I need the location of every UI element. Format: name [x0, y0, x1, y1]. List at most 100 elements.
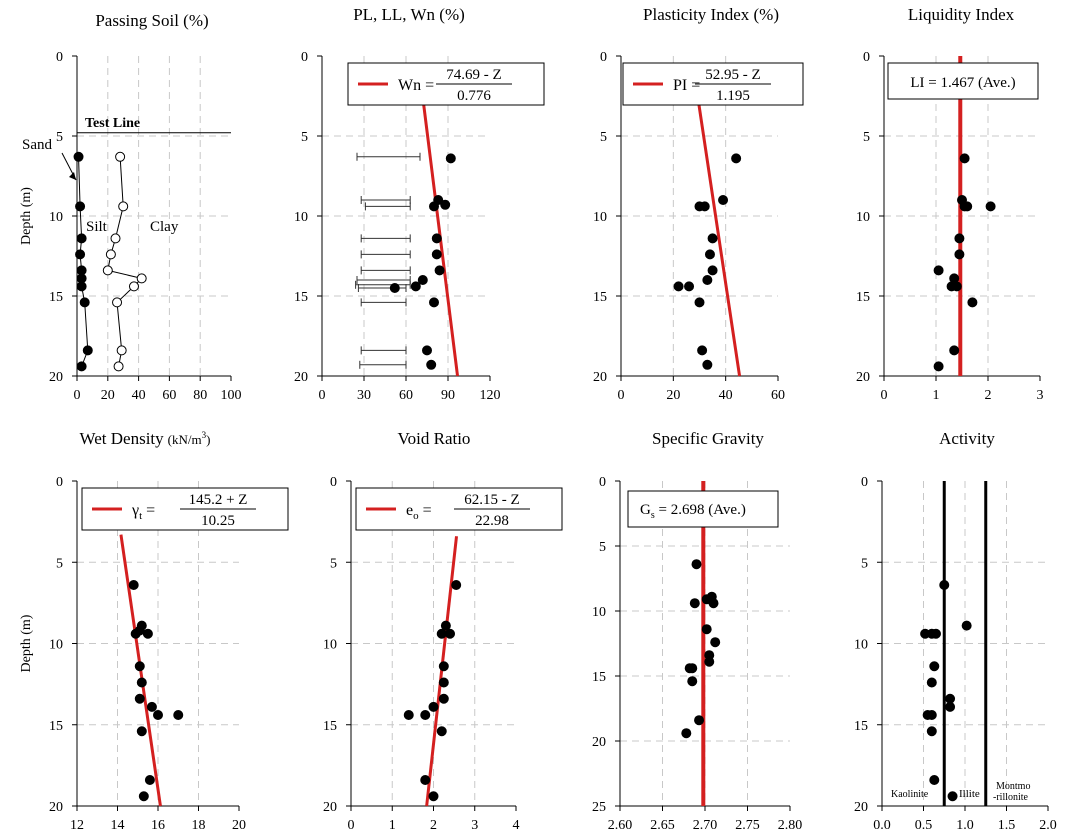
- x-tick-label: 0: [348, 818, 355, 833]
- equation-denominator: 22.98: [475, 513, 509, 529]
- y-axis-label: Depth (m): [19, 614, 34, 672]
- chart-specific_gravity: Specific Gravity 0 5 10 15 20 252.60 2.65 2.70 2.…: [592, 429, 802, 833]
- data-point: [116, 345, 127, 356]
- x-tick-label: 60: [162, 388, 176, 403]
- data-point: [440, 620, 451, 631]
- data-point: [687, 663, 698, 674]
- equation-legend: Wn = 74.69 - Z 0.776: [347, 62, 545, 106]
- y-tick-label: 5: [56, 556, 63, 571]
- chart-title-text: Activity: [939, 429, 995, 448]
- y-tick-label: 15: [856, 290, 870, 305]
- equation-lhs-text: e: [406, 502, 413, 519]
- data-point: [440, 199, 451, 210]
- x-tick-label: 2.75: [735, 818, 760, 833]
- y-tick-label: 0: [863, 50, 870, 65]
- y-tick-label: 20: [593, 370, 607, 385]
- chart-title: Activity: [939, 429, 995, 448]
- x-tick-label: 40: [132, 388, 146, 403]
- x-tick-label: 2: [430, 818, 437, 833]
- x-tick-label: 80: [193, 388, 207, 403]
- x-tick-label: 0.0: [873, 818, 891, 833]
- equation-eq: =: [423, 502, 432, 519]
- chart-title-text: Plasticity Index (%): [643, 5, 779, 24]
- chart-title: Void Ratio: [398, 429, 471, 448]
- y-tick-label: 5: [301, 130, 308, 145]
- x-tick-label: 30: [357, 388, 371, 403]
- equation-legend: PI = 52.95 - Z 1.195: [622, 62, 804, 106]
- data-point: [75, 201, 86, 212]
- data-point: [438, 693, 449, 704]
- equation-denominator: 10.25: [201, 513, 235, 529]
- data-point: [105, 249, 116, 260]
- equation-text: LI = 1.467 (Ave.): [910, 75, 1015, 91]
- chart-passing_soil: Passing Soil (%) 0 5 10 15 20 0 20 40 60 80 100 Dept…: [19, 11, 242, 403]
- x-tick-label: 3: [471, 818, 478, 833]
- data-point: [403, 710, 414, 720]
- test-line-label: Test Line: [85, 116, 140, 131]
- equation-eq: =: [146, 502, 155, 519]
- data-point: [947, 791, 958, 802]
- data-point: [73, 151, 84, 162]
- equation-text-post: = 2.698 (Ave.): [655, 502, 746, 518]
- data-point: [933, 265, 944, 276]
- data-point: [697, 345, 708, 356]
- data-point: [707, 265, 718, 276]
- data-point: [926, 710, 937, 720]
- data-point: [930, 628, 941, 639]
- equation-lhs-text: γ: [131, 502, 139, 519]
- equation-text-sub: s: [651, 510, 655, 521]
- series-line: [78, 156, 89, 367]
- y-tick-label: 20: [49, 800, 63, 815]
- y-tick-label: 5: [56, 130, 63, 145]
- y-tick-label: 15: [294, 290, 308, 305]
- y-tick-label: 10: [856, 210, 870, 225]
- data-point: [673, 281, 684, 292]
- data-point: [954, 233, 965, 244]
- chart-title: Liquidity Index: [908, 5, 1015, 24]
- data-point: [701, 594, 712, 605]
- annotation-clay: Clay: [150, 219, 179, 235]
- y-tick-label: 15: [49, 290, 63, 305]
- y-tick-label: 15: [854, 719, 868, 734]
- y-tick-label: 10: [323, 638, 337, 653]
- y-tick-label: 10: [854, 638, 868, 653]
- data-point: [431, 249, 442, 260]
- y-tick-label: 0: [56, 50, 63, 65]
- data-point: [428, 701, 439, 712]
- data-point: [76, 233, 87, 244]
- y-tick-label: 0: [599, 475, 606, 490]
- data-point: [115, 151, 126, 162]
- x-tick-label: 2.0: [1039, 818, 1057, 833]
- data-point: [933, 361, 944, 372]
- y-tick-label: 20: [854, 800, 868, 815]
- data-point: [718, 195, 729, 205]
- equation-text: Gs = 2.698 (Ave.): [640, 502, 746, 521]
- data-point: [428, 791, 439, 802]
- x-tick-label: 4: [513, 818, 520, 833]
- equation-lhs: γt =: [131, 502, 155, 522]
- data-point: [691, 559, 702, 570]
- annotation-sand: Sand: [22, 137, 53, 153]
- equation-lhs: eo =: [406, 502, 432, 522]
- chart-title-unit-end: ): [206, 432, 210, 447]
- annotation-silt: Silt: [86, 219, 108, 235]
- data-point: [76, 281, 87, 292]
- x-tick-label: 12: [70, 818, 84, 833]
- legend-box: [627, 490, 779, 528]
- y-tick-label: 10: [592, 605, 606, 620]
- y-tick-label: 25: [592, 800, 606, 815]
- equation-legend: Gs = 2.698 (Ave.): [627, 490, 779, 528]
- x-tick-label: 0: [618, 388, 625, 403]
- x-tick-label: 100: [221, 388, 242, 403]
- data-point: [144, 775, 155, 785]
- data-point: [420, 775, 431, 785]
- equation-lhs: Wn =: [398, 77, 434, 94]
- data-point: [113, 361, 124, 372]
- x-tick-label: 2.70: [693, 818, 718, 833]
- y-tick-label: 5: [599, 540, 606, 555]
- data-point: [445, 153, 456, 164]
- equation-lhs-text: Wn =: [398, 77, 434, 94]
- x-tick-label: 60: [771, 388, 785, 403]
- data-point: [702, 359, 713, 370]
- y-tick-label: 20: [856, 370, 870, 385]
